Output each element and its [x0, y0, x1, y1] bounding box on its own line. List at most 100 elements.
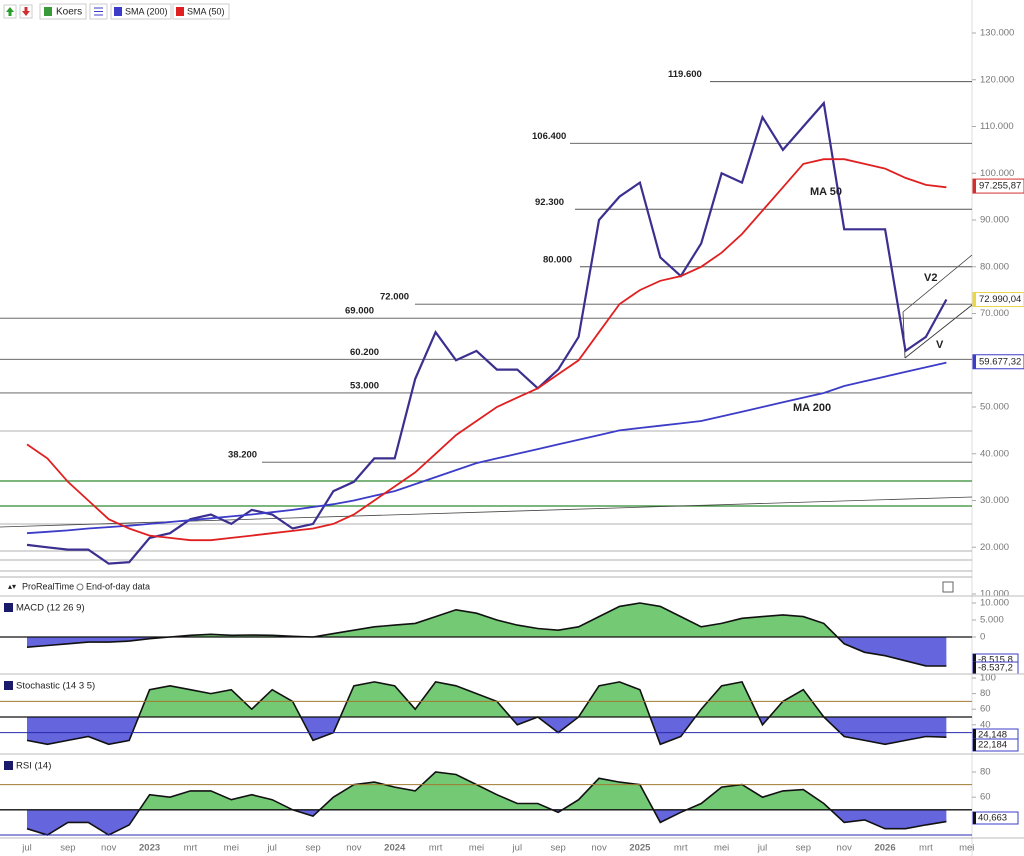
x-tick-label: sep: [60, 843, 75, 854]
x-tick-label: nov: [591, 843, 607, 854]
channel-line: [902, 254, 973, 313]
source: ProRealTime: [22, 581, 74, 591]
level-label: 69.000: [345, 306, 374, 317]
annotation: V: [936, 339, 944, 351]
level-label: 53.000: [350, 380, 379, 391]
support-lines: [0, 430, 972, 578]
x-tick-label: sep: [551, 843, 566, 854]
y-tick-label: 70.000: [980, 308, 1009, 319]
toolbar: Koers SMA (200) SMA (50): [3, 3, 230, 20]
legend-entry: SMA (50): [187, 6, 225, 16]
y-tick-label: 20.000: [980, 542, 1009, 553]
koers-icon: [44, 7, 52, 16]
x-tick-label: 2026: [874, 843, 895, 854]
value-label: 22,184: [978, 740, 1007, 751]
x-tick-label: 2023: [139, 843, 160, 854]
value-label: 40,663: [978, 813, 1007, 824]
y-tick-label: 40: [980, 719, 991, 730]
series-line: [26, 361, 947, 535]
y-tick-label: 60: [980, 792, 991, 803]
panel-icon: [4, 681, 13, 690]
value-marker: [973, 729, 976, 741]
y-tick-label: 0: [980, 632, 985, 643]
area-negative: [27, 637, 947, 666]
indicator-plot: [26, 680, 947, 746]
status-icon: [76, 583, 84, 591]
value-marker: [973, 812, 976, 824]
indicator-line: [26, 602, 947, 667]
indicator-line: [26, 771, 947, 836]
series-line: [26, 158, 947, 542]
y-tick-label: 110.000: [980, 121, 1014, 132]
channel-line: [904, 304, 973, 359]
panel-title: RSI (14): [16, 761, 51, 772]
value-marker: [973, 662, 976, 674]
info-button[interactable]: [942, 581, 954, 593]
y-tick-label: 5.000: [980, 615, 1004, 626]
level-label: 119.600: [668, 69, 702, 80]
down-icon: [22, 7, 30, 16]
x-tick-label: sep: [305, 843, 320, 854]
area-negative: [27, 809, 947, 835]
level-label: 72.000: [380, 292, 409, 303]
price-label: 59.677,32: [979, 356, 1021, 367]
sma50-icon: [176, 7, 184, 16]
x-tick-label: jul: [757, 843, 768, 854]
x-tick-label: mei: [224, 843, 239, 854]
level-label: 60.200: [350, 347, 379, 358]
x-tick-label: 2025: [629, 843, 651, 854]
y-tick-label: 90.000: [980, 215, 1009, 226]
list-icon: [94, 7, 103, 16]
indicator-line: [26, 680, 947, 746]
price-label: 97.255,87: [979, 181, 1021, 192]
panel-icon: [4, 603, 13, 612]
value-marker: [973, 739, 976, 751]
value-label: -8.537,2: [978, 663, 1013, 674]
level-label: 80.000: [543, 254, 572, 265]
y-tick-label: 100.000: [980, 168, 1014, 179]
x-tick-label: 2024: [384, 843, 406, 854]
indicator-plot: [26, 771, 947, 836]
level-label: 92.300: [535, 197, 564, 208]
annotation: MA 50: [810, 186, 842, 198]
y-tick-label: 60: [980, 704, 991, 715]
up-icon: [6, 7, 14, 16]
level-label: 106.400: [532, 131, 566, 142]
y-tick-label: 100: [980, 673, 996, 684]
area-positive: [27, 681, 947, 717]
y-tick-label: 120.000: [980, 74, 1014, 85]
sma50-button[interactable]: [172, 3, 230, 20]
value-label: -8.515,8: [978, 655, 1013, 666]
price-plot: 119.600 106.400 92.300 80.000 72.000 69.000 60…: [0, 69, 972, 565]
indicator-plot: [26, 602, 947, 667]
y-tick-label: 130.000: [980, 28, 1014, 39]
annotation: MA 200: [793, 402, 831, 414]
x-tick-label: mrt: [429, 843, 443, 854]
panel-icon: [4, 761, 13, 770]
x-tick-label: nov: [346, 843, 362, 854]
x-tick-label: nov: [101, 843, 117, 854]
x-tick-label: mrt: [674, 843, 688, 854]
legend-entry: SMA (200): [125, 6, 168, 16]
area-positive: [139, 772, 831, 810]
sma200-button[interactable]: [110, 3, 172, 20]
x-tick-label: sep: [796, 843, 811, 854]
x-tick-label: mei: [714, 843, 729, 854]
legend-entry: Koers: [56, 7, 82, 18]
price-label: 72.990,04: [979, 294, 1021, 305]
x-tick-label: mei: [469, 843, 484, 854]
panel-title: MACD (12 26 9): [16, 603, 85, 614]
plot: 130.000 120.000 110.000 100.000 90.000 80.000…: [0, 28, 1019, 854]
y-tick-label: 50.000: [980, 402, 1009, 413]
x-tick-label: jul: [266, 843, 277, 854]
x-tick-label: nov: [837, 843, 853, 854]
annotation: V2: [924, 272, 937, 284]
y-tick-label: 10.000: [980, 598, 1009, 609]
y-tick-label: 10.000: [980, 589, 1009, 600]
x-tick-label: jul: [512, 843, 523, 854]
x-tick-label: mrt: [184, 843, 198, 854]
area-positive: [27, 603, 947, 637]
x-tick-label: mei: [959, 843, 974, 854]
y-tick-label: 30.000: [980, 495, 1009, 506]
